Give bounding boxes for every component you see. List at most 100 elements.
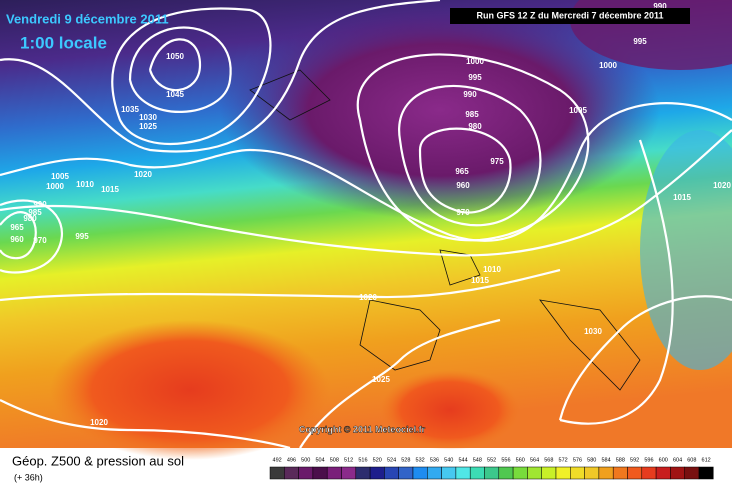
- colorbar-swatch: [355, 466, 371, 480]
- isobar-label: 960: [10, 235, 24, 244]
- colorbar-swatch: [298, 466, 314, 480]
- isobar-label: 960: [456, 181, 470, 190]
- colorbar-label: 548: [473, 457, 482, 463]
- isobar-label: 1005: [51, 172, 69, 181]
- colorbar-swatch: [384, 466, 399, 480]
- isobar-label: 1005: [569, 106, 587, 115]
- colorbar-swatch: [655, 466, 671, 480]
- map-date: Vendredi 9 décembre 2011: [6, 11, 169, 26]
- colorbar-swatch: [284, 466, 299, 480]
- colorbar-label: 496: [287, 457, 296, 463]
- map-time: 1:00 locale: [20, 33, 107, 52]
- colorbar-swatch: [398, 466, 414, 480]
- colorbar-swatch: [670, 466, 685, 480]
- colorbar-label: 492: [273, 457, 282, 463]
- colorbar-label: 612: [702, 457, 711, 463]
- isobar-label: 965: [455, 167, 469, 176]
- colorbar-swatch: [555, 466, 571, 480]
- colorbar-label: 532: [416, 457, 425, 463]
- isobar-label: 995: [468, 73, 482, 82]
- colorbar-label: 512: [344, 457, 353, 463]
- colorbar-label: 500: [301, 457, 310, 463]
- isobar-label: 1020: [134, 170, 152, 179]
- run-box: [450, 8, 690, 24]
- isobar-label: 985: [28, 208, 42, 217]
- colorbar-label: 592: [630, 457, 639, 463]
- colorbar-label: 580: [587, 457, 596, 463]
- colorbar-swatch: [341, 466, 357, 480]
- colorbar-swatch: [312, 466, 328, 480]
- colorbar-label: 528: [401, 457, 410, 463]
- colorbar-label: 584: [601, 457, 610, 463]
- colorbar-label: 524: [387, 457, 396, 463]
- isobar-label: 970: [33, 236, 47, 245]
- isobar-label: 1030: [584, 327, 602, 336]
- isobar-label: 1010: [483, 265, 501, 274]
- isobar-label: 995: [633, 37, 647, 46]
- isobar-label: 980: [23, 214, 37, 223]
- colorbar-swatch: [455, 466, 471, 480]
- colorbar-swatch: [627, 466, 643, 480]
- colorbar: 492 496 500 504 508 512 516 520 524 528 532 536 540 5…: [269, 457, 714, 480]
- colorbar-swatch: [326, 466, 342, 480]
- isobar-label: 1000: [466, 57, 484, 66]
- colorbar-label: 536: [430, 457, 439, 463]
- run-info: Run GFS 12 Z du Mercredi 7 décembre 2011: [476, 10, 663, 20]
- isobar-label: 990: [33, 200, 47, 209]
- colorbar-label: 516: [358, 457, 367, 463]
- isobar-label: 1015: [101, 185, 119, 194]
- isobar-label: 985: [465, 110, 479, 119]
- colorbar-label: 596: [644, 457, 653, 463]
- isobar-label: 1010: [76, 180, 94, 189]
- colorbar-label: 556: [501, 457, 510, 463]
- isobar-label: 1035: [121, 105, 139, 114]
- colorbar-label: 560: [516, 457, 525, 463]
- isobar-label: 990: [463, 90, 477, 99]
- colorbar-swatch: [698, 466, 714, 480]
- colorbar-swatch: [498, 466, 514, 480]
- colorbar-swatch: [541, 466, 557, 480]
- colorbar-label: 568: [544, 457, 553, 463]
- colorbar-swatch: [412, 466, 428, 480]
- colorbar-swatch: [484, 466, 500, 480]
- isobar-label: 1000: [599, 61, 617, 70]
- colorbar-label: 604: [673, 457, 682, 463]
- colorbar-label: 520: [373, 457, 382, 463]
- isobar-label: 970: [456, 208, 470, 217]
- isobar-label: 1020: [90, 418, 108, 427]
- colorbar-swatch: [369, 466, 385, 480]
- legend-title: Géop. Z500 & pression au sol: [12, 453, 184, 468]
- isobar-label: 1000: [46, 182, 64, 191]
- colorbar-swatch: [427, 466, 442, 480]
- colorbar-label: 508: [330, 457, 339, 463]
- isobar-labels: 1050104510351030102510201015101010051000…: [10, 2, 731, 427]
- colorbar-label: 608: [687, 457, 696, 463]
- colorbar-swatch: [641, 466, 657, 480]
- isobar-label: 965: [10, 223, 24, 232]
- colorbar-label: 564: [530, 457, 539, 463]
- isobar-label: 1030: [139, 113, 157, 122]
- colorbar-label: 572: [559, 457, 568, 463]
- colorbar-label: 544: [458, 457, 467, 463]
- colorbar-swatch: [570, 466, 585, 480]
- legend-subtitle: (+ 36h): [14, 472, 43, 482]
- colorbar-swatch: [512, 466, 528, 480]
- isobar-label: 975: [490, 157, 504, 166]
- colorbar-swatch: [441, 466, 457, 480]
- colorbar-label: 552: [487, 457, 496, 463]
- isobar-label: 1020: [359, 293, 377, 302]
- colorbar-swatch: [598, 466, 614, 480]
- colorbar-swatch: [684, 466, 700, 480]
- colorbar-swatch: [269, 466, 285, 480]
- colorbar-swatch: [612, 466, 628, 480]
- isobar-label: 1045: [166, 90, 184, 99]
- isobar-label: 1020: [713, 181, 731, 190]
- colorbar-label: 600: [659, 457, 668, 463]
- isobar-label: 990: [653, 2, 667, 11]
- isobar-label: 1025: [139, 122, 157, 131]
- isobar-label: 1025: [372, 375, 390, 384]
- copyright: Copyright © 2011 Meteociel.fr: [299, 424, 426, 434]
- isobar-label: 995: [75, 232, 89, 241]
